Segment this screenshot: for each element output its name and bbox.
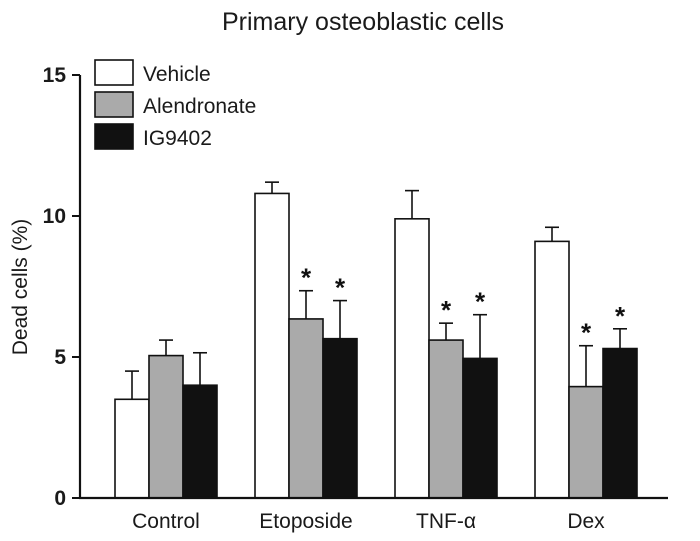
bar-vehicle-dex <box>534 240 570 499</box>
significance-marker-ig9402-dex: * <box>615 301 626 331</box>
y-tick-label-0: 0 <box>54 487 66 510</box>
y-tick-label-10: 10 <box>43 205 66 228</box>
y-ticks-layer: 0 5 10 15 <box>43 64 80 510</box>
bar-vehicle-tnf <box>394 218 430 499</box>
legend-item-alendronate: Alendronate <box>94 91 256 118</box>
legend-label-vehicle: Vehicle <box>143 63 211 86</box>
significance-marker-ig9402-tnf: * <box>475 287 486 317</box>
significance-marker-ig9402-etoposide: * <box>335 273 346 303</box>
y-tick-label-5: 5 <box>54 346 66 369</box>
legend-swatch-vehicle <box>94 59 134 86</box>
x-tick-label-control: Control <box>132 510 200 533</box>
error-bars-layer <box>125 181 627 400</box>
bar-alendronate-etoposide <box>288 318 324 499</box>
bar-alendronate-tnf <box>428 339 464 499</box>
legend-swatch-ig9402 <box>94 123 134 150</box>
bar-ig9402-tnf <box>462 357 498 499</box>
bar-ig9402-control <box>182 384 218 499</box>
y-axis-label: Dead cells (%) <box>9 219 32 356</box>
x-tick-label-tnf: TNF-α <box>416 510 476 533</box>
x-tick-label-etoposide: Etoposide <box>259 510 352 533</box>
legend-item-ig9402: IG9402 <box>94 123 212 150</box>
bar-vehicle-etoposide <box>254 192 290 499</box>
legend-item-vehicle: Vehicle <box>94 59 211 86</box>
axes-layer <box>78 75 668 500</box>
x-tick-label-dex: Dex <box>567 510 605 533</box>
bar-vehicle-control <box>114 398 150 499</box>
legend: Vehicle Alendronate IG9402 <box>94 59 256 150</box>
significance-marker-alendronate-tnf: * <box>441 295 452 325</box>
x-ticks-layer: Control Etoposide TNF-α Dex <box>132 510 605 533</box>
bar-ig9402-dex <box>602 347 638 499</box>
chart-title: Primary osteoblastic cells <box>222 8 504 36</box>
legend-label-alendronate: Alendronate <box>143 95 256 118</box>
bar-ig9402-etoposide <box>322 337 358 499</box>
significance-layer: * * * * * * <box>301 263 626 348</box>
y-tick-label-15: 15 <box>43 64 67 87</box>
significance-marker-alendronate-etoposide: * <box>301 263 312 293</box>
bars-layer <box>114 192 638 499</box>
legend-label-ig9402: IG9402 <box>143 127 212 150</box>
bar-alendronate-dex <box>568 385 604 499</box>
legend-swatch-alendronate <box>94 91 134 118</box>
bar-alendronate-control <box>148 354 184 499</box>
significance-marker-alendronate-dex: * <box>581 318 592 348</box>
